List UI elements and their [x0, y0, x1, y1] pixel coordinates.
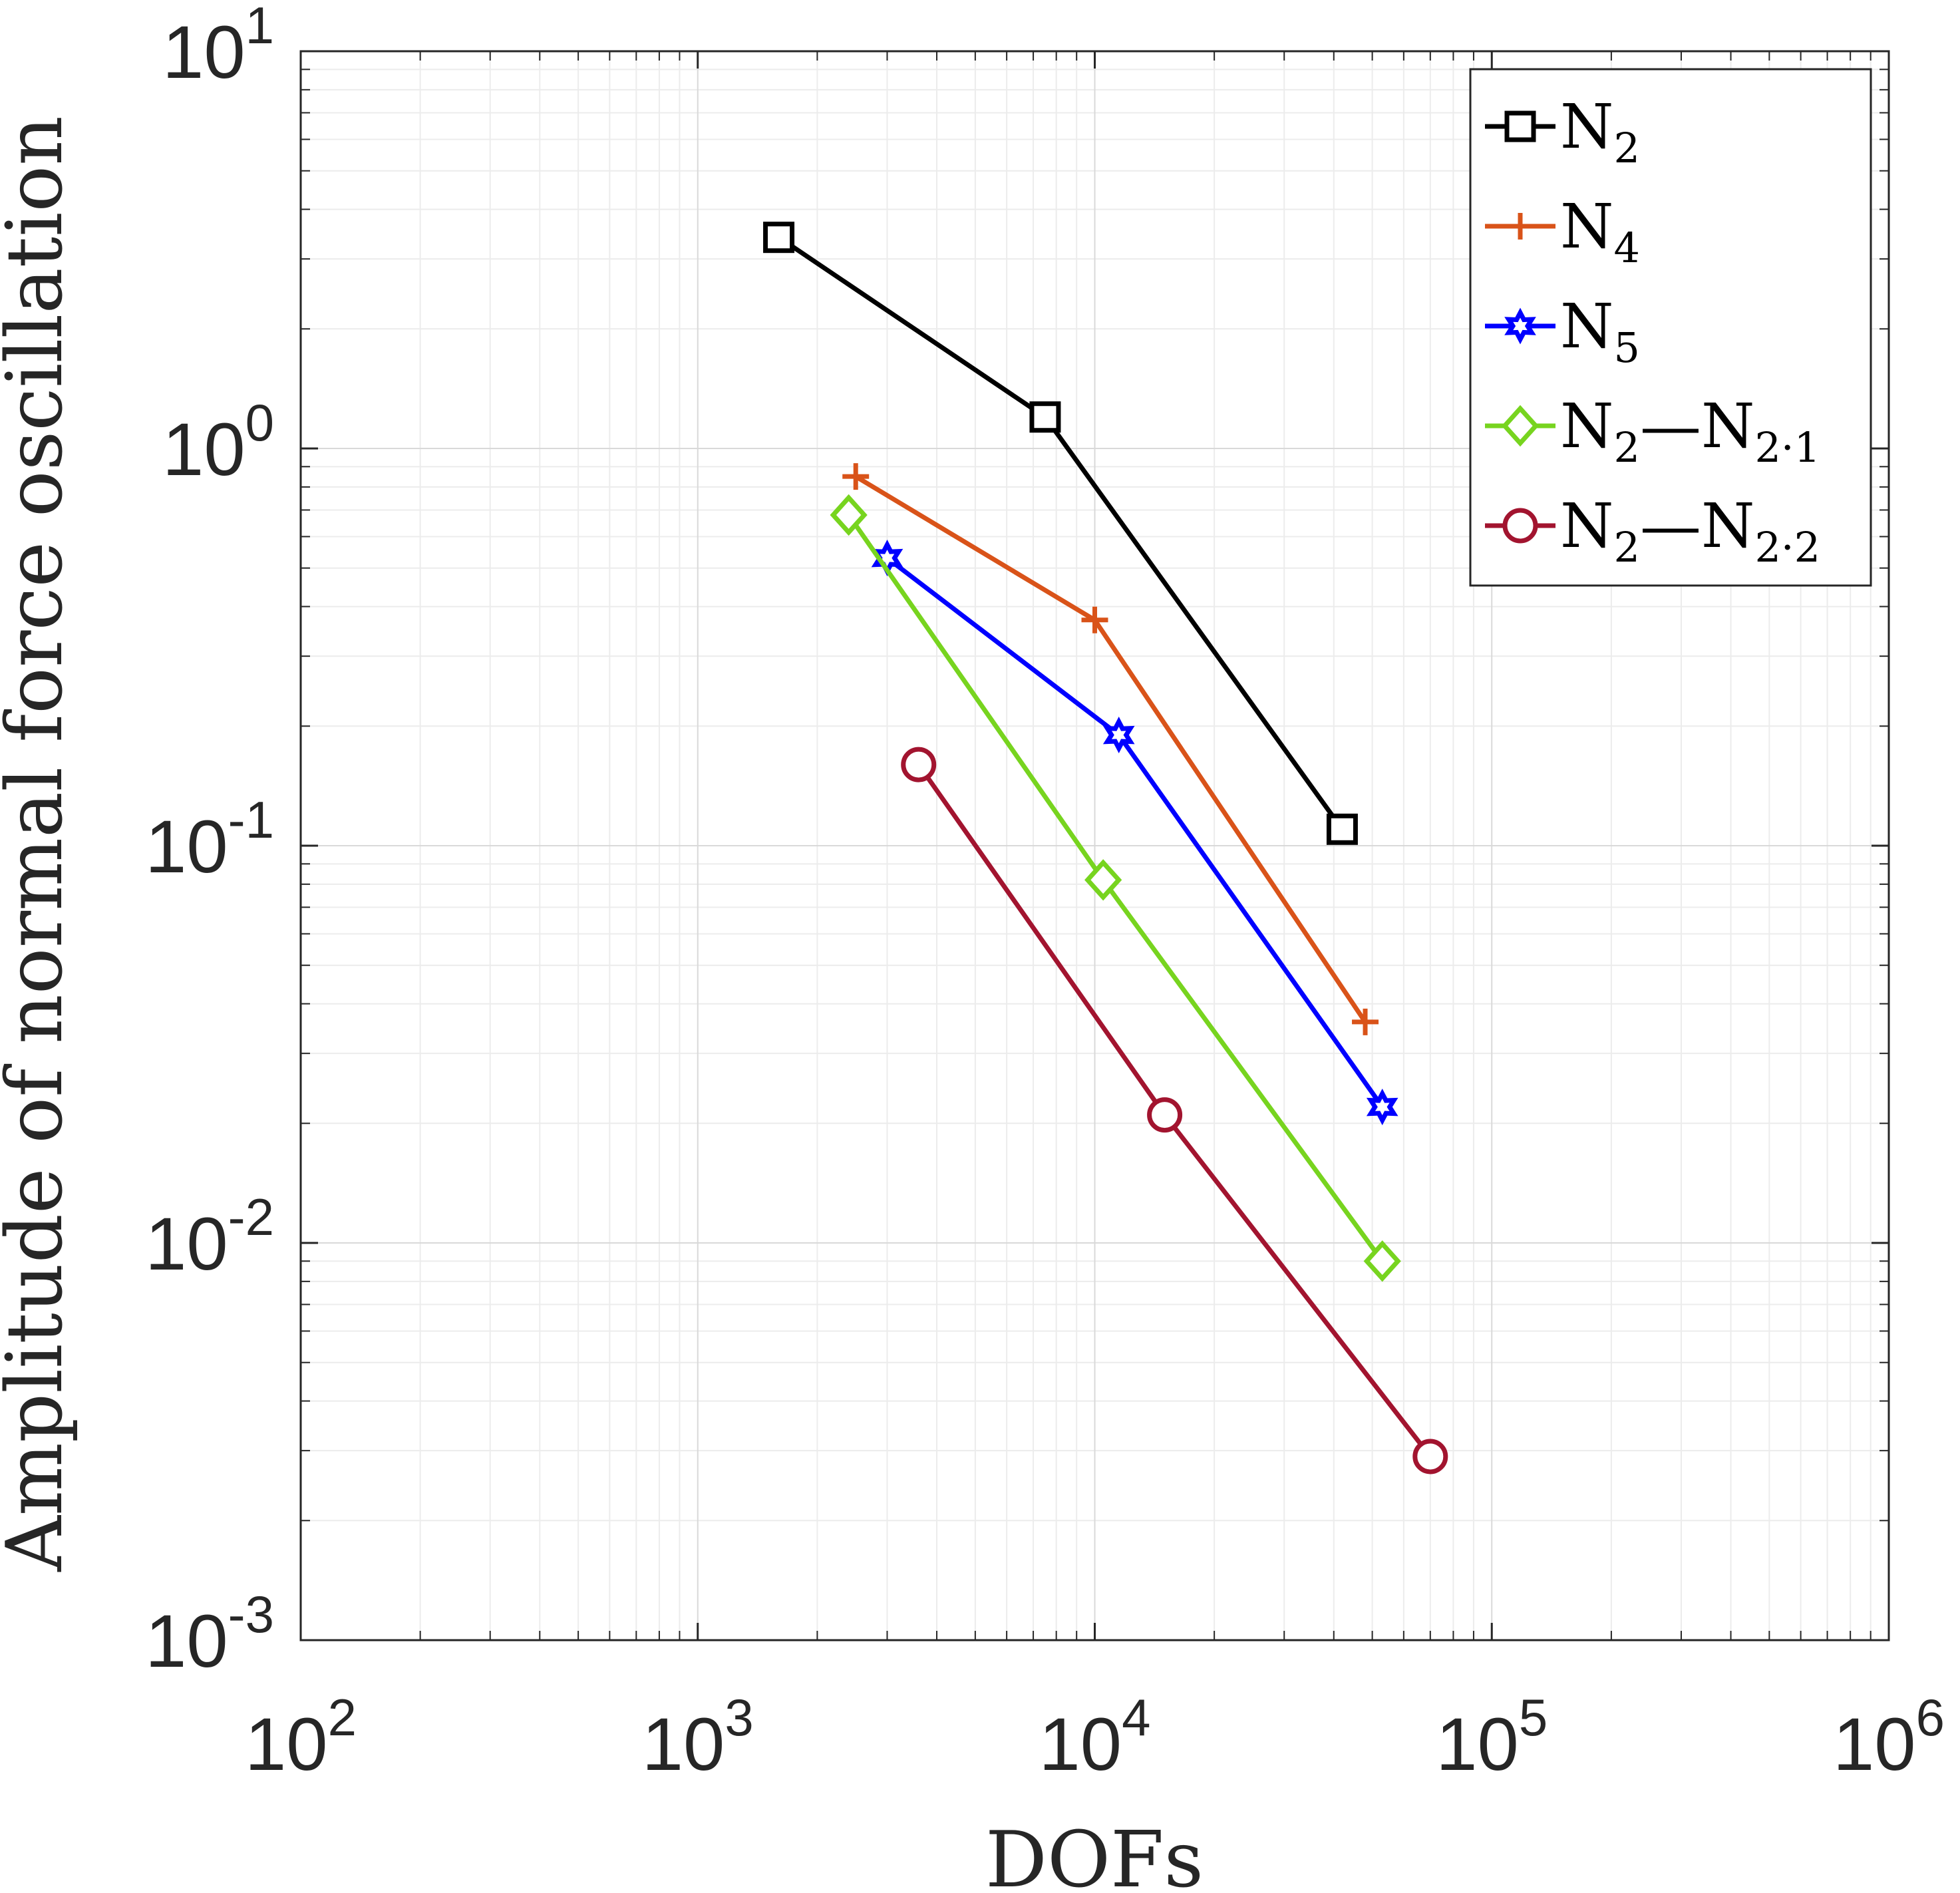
legend-label-sub: 2 [1614, 124, 1640, 172]
legend-entry: N4 [1485, 191, 1640, 272]
circle-marker [1147, 1097, 1183, 1133]
legend-label-sub: 2 [1614, 423, 1640, 472]
hexagram-marker [1102, 717, 1135, 754]
legend-entry: N2—N2·2 [1485, 490, 1820, 572]
y-tick-label: 10-2 [145, 1188, 274, 1286]
x-tick-exponent: 2 [328, 1688, 357, 1747]
circle-marker [1502, 508, 1538, 544]
y-tick-base: 10 [162, 11, 245, 94]
x-tick-base: 10 [1833, 1703, 1916, 1786]
x-tick-exponent: 5 [1519, 1688, 1548, 1747]
y-axis-title: Amplitude of normal force oscillation [0, 116, 80, 1572]
x-tick-exponent: 4 [1122, 1688, 1150, 1747]
diamond-marker [1363, 1240, 1401, 1282]
legend-label: N2 [1560, 91, 1640, 172]
legend-label-base2: N [1701, 490, 1755, 562]
x-tick-label: 105 [1436, 1688, 1548, 1786]
y-tick-exponent: -3 [228, 1585, 274, 1643]
square-marker [1029, 401, 1061, 433]
square-marker [763, 222, 795, 254]
hexagram-marker [1366, 1089, 1398, 1126]
y-tick-base: 10 [145, 1202, 228, 1286]
square-marker [1504, 110, 1536, 142]
legend-label-base: N [1560, 191, 1614, 262]
x-tick-labels: 102 103 104 105 106 [245, 1688, 1945, 1786]
legend-label-base: N [1560, 91, 1614, 162]
legend-entry: N5 [1485, 291, 1640, 372]
plus-marker [1507, 213, 1534, 240]
x-tick-label: 104 [1039, 1688, 1151, 1786]
x-axis-title: DOFs [985, 1815, 1204, 1893]
legend-dash: — [1640, 391, 1701, 462]
series-layer [763, 222, 1448, 1474]
square-marker [1326, 813, 1358, 845]
series-n2-n2-2 [901, 747, 1448, 1474]
series-n2-n2-1 [830, 494, 1401, 1282]
x-tick-base: 10 [1039, 1703, 1122, 1786]
x-tick-base: 10 [1436, 1703, 1519, 1786]
axis-ticks [299, 50, 1890, 1641]
legend-label-base: N [1560, 490, 1614, 562]
legend-label-sub: 4 [1614, 224, 1640, 272]
legend-label-sub2: 2·1 [1754, 423, 1820, 472]
series-n2 [763, 222, 1358, 845]
legend-label: N2—N2·1 [1560, 391, 1820, 472]
y-tick-exponent: -2 [228, 1188, 274, 1246]
hexagram-marker [1504, 307, 1536, 345]
x-tick-base: 10 [642, 1703, 725, 1786]
legend-label-sub: 5 [1614, 323, 1640, 372]
x-tick-exponent: 3 [725, 1688, 753, 1747]
y-tick-label: 101 [162, 0, 274, 94]
diamond-marker [830, 494, 868, 536]
y-tick-exponent: -1 [228, 790, 274, 849]
x-tick-label: 102 [245, 1688, 357, 1786]
x-tick-label: 103 [642, 1688, 754, 1786]
legend-label-sub: 2 [1614, 523, 1640, 572]
legend-label-base: N [1560, 291, 1614, 362]
legend-label: N5 [1560, 291, 1640, 372]
y-tick-base: 10 [162, 408, 245, 491]
y-tick-label: 100 [162, 393, 274, 491]
y-tick-base: 10 [145, 805, 228, 888]
circle-marker [1412, 1439, 1448, 1474]
legend-entry: N2—N2·1 [1485, 391, 1820, 472]
y-tick-exponent: 1 [245, 0, 274, 55]
legend-label-base: N [1560, 391, 1614, 462]
legend-label-sub2: 2·2 [1754, 523, 1820, 572]
series-n4 [842, 463, 1379, 1035]
legend-entry: N2 [1485, 91, 1640, 172]
x-tick-exponent: 6 [1916, 1688, 1945, 1747]
legend-label-base2: N [1701, 391, 1755, 462]
y-tick-exponent: 0 [245, 393, 274, 452]
x-tick-label: 106 [1833, 1688, 1945, 1786]
y-tick-label: 10-3 [145, 1585, 274, 1683]
legend-label: N2—N2·2 [1560, 490, 1820, 572]
diamond-marker [1501, 405, 1540, 447]
plus-marker [842, 463, 870, 490]
legend-dash: — [1640, 490, 1701, 562]
plus-marker [1081, 606, 1108, 633]
y-tick-base: 10 [145, 1600, 228, 1683]
y-tick-label: 10-1 [145, 790, 274, 888]
x-tick-base: 10 [245, 1703, 328, 1786]
plus-marker [1352, 1008, 1379, 1035]
circle-marker [901, 747, 937, 782]
diamond-marker [1084, 859, 1122, 901]
legend-label: N4 [1560, 191, 1640, 272]
